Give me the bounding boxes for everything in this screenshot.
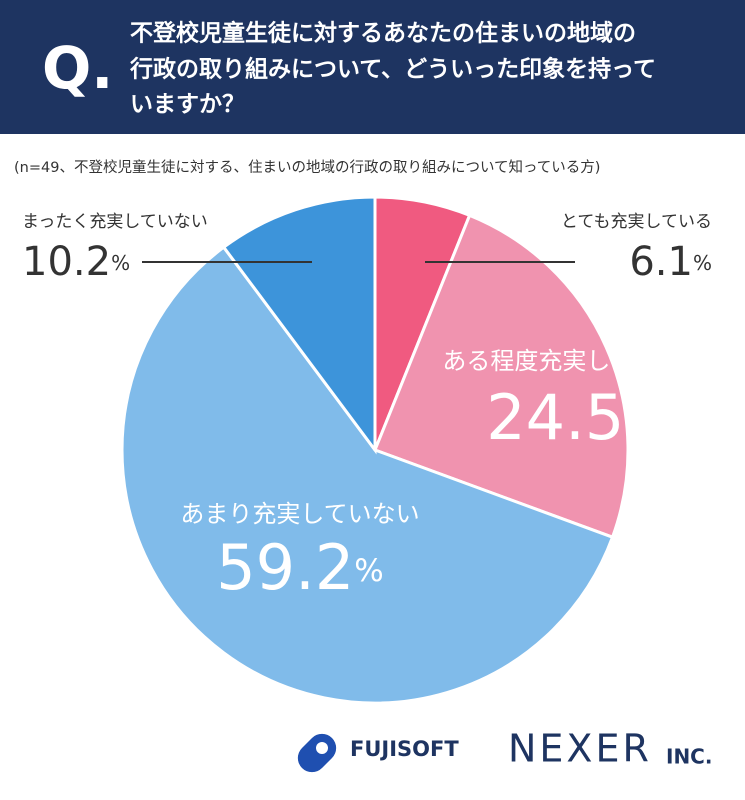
slice-label: あまり充実していない bbox=[180, 500, 419, 528]
subtitle: (n=49、不登校児童生徒に対する、住まいの地域の行政の取り組みについて知ってい… bbox=[14, 158, 600, 176]
value-label: 6.1% bbox=[629, 239, 712, 285]
value-label: 10.2% bbox=[22, 239, 130, 285]
pie bbox=[120, 195, 630, 705]
value-unit: % bbox=[624, 403, 653, 439]
fujisoft-logo: FUJISOFT bbox=[297, 733, 459, 773]
pie-slice bbox=[221, 195, 377, 455]
pie-slice bbox=[120, 245, 615, 705]
value-number: 6.1 bbox=[629, 239, 693, 285]
slice-label: とても充実している bbox=[561, 212, 712, 232]
slice-label: ある程度充実している bbox=[442, 347, 681, 375]
title-line: いますか？ bbox=[130, 92, 245, 118]
title-line: 不登校児童生徒に対するあなたの住まいの地域の bbox=[130, 20, 636, 47]
value-label: 24.5% bbox=[486, 381, 654, 454]
value-number: 24.5 bbox=[486, 381, 624, 454]
logo-icon bbox=[316, 742, 328, 754]
value-unit: % bbox=[693, 251, 712, 275]
logo-text: NEXER bbox=[508, 727, 652, 771]
value-number: 59.2 bbox=[216, 531, 354, 604]
pie-slice bbox=[373, 213, 630, 540]
title-line: 行政の取り組みについて、どういった印象を持って bbox=[129, 56, 656, 83]
value-unit: % bbox=[111, 251, 130, 275]
value-number: 10.2 bbox=[22, 239, 111, 285]
question-mark: Q. bbox=[42, 34, 113, 102]
logo-text: FUJISOFT bbox=[350, 737, 459, 761]
logo-icon bbox=[297, 733, 337, 773]
logo-text: INC. bbox=[666, 745, 712, 769]
header-band bbox=[0, 0, 745, 134]
slice-label: まったく充実していない bbox=[22, 212, 208, 232]
value-label: 59.2% bbox=[216, 531, 384, 604]
value-unit: % bbox=[354, 553, 383, 589]
labels: とても充実している 6.1% ある程度充実している 24.5% あまり充実していない 59… bbox=[22, 212, 712, 604]
